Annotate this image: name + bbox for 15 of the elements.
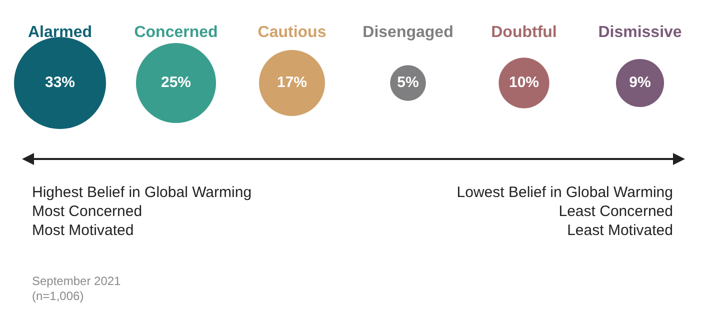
- text: Highest Belief in Global Warming Most Concerned Most Motivated: [32, 184, 252, 240]
- category-label: Dismissive: [598, 24, 682, 41]
- category-label: Cautious: [258, 24, 326, 41]
- text: Lowest Belief in Global Warming Least Concerned Least Motivated: [456, 184, 673, 240]
- data-label: 25%: [160, 74, 192, 92]
- data-label: 5%: [397, 74, 419, 92]
- category-label: Doubtful: [491, 24, 557, 41]
- data-label: 10%: [508, 74, 540, 92]
- category-label: Alarmed: [28, 24, 92, 41]
- data-label: 33%: [44, 74, 76, 92]
- data-label: 9%: [629, 74, 651, 92]
- category-label: Concerned: [134, 24, 218, 41]
- text: September 2021 (n=1,006): [32, 274, 121, 304]
- data-label: 17%: [276, 74, 308, 92]
- category-label: Disengaged: [362, 24, 454, 41]
